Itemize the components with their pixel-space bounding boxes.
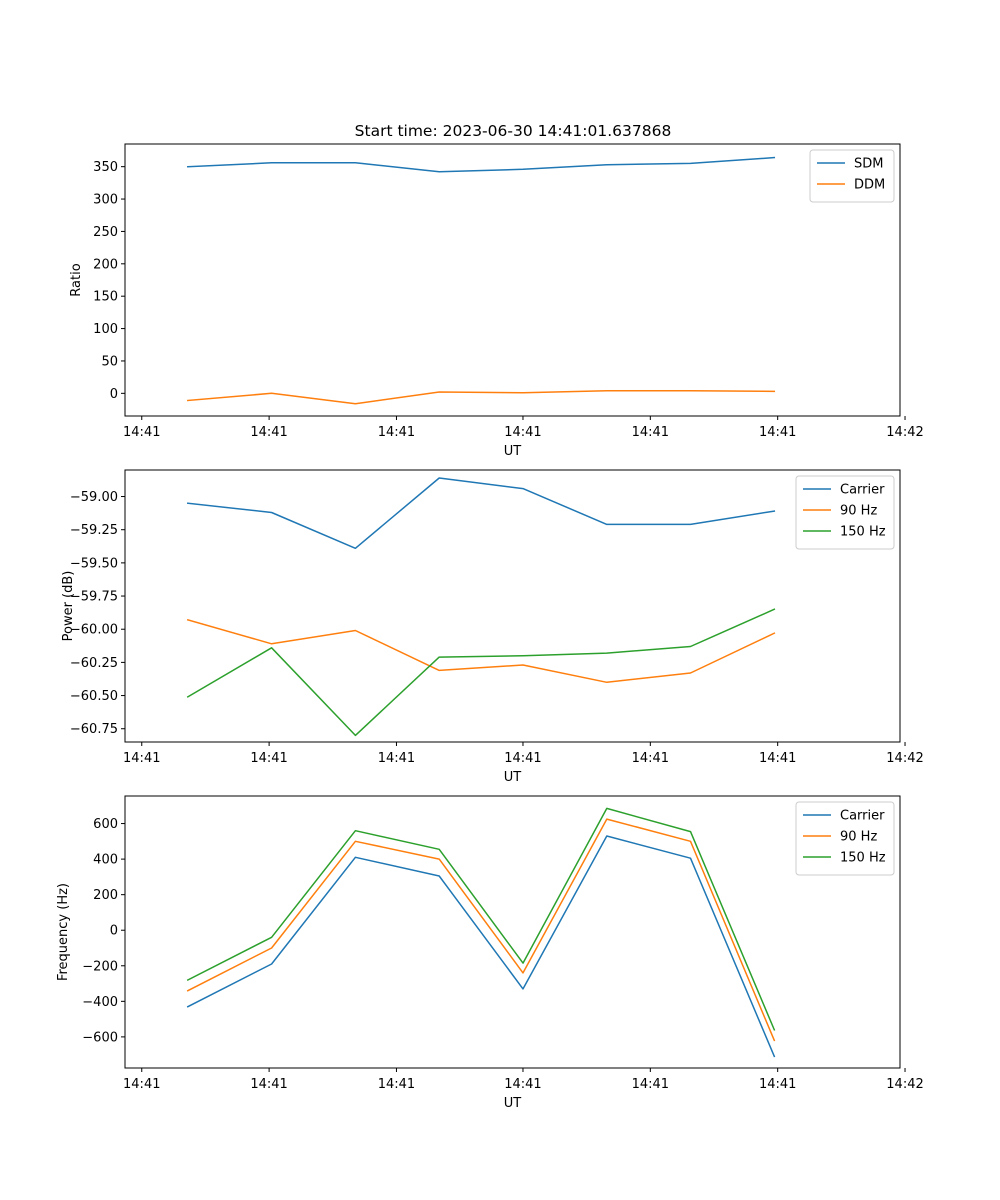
series-line-1 [186, 477, 776, 550]
series-line-3 [186, 807, 776, 1031]
x-tick-label: 14:41 [632, 425, 669, 440]
y-tick-label: −59.75 [70, 590, 118, 605]
y-tick-label: −200 [82, 959, 118, 974]
x-tick-label: 14:41 [504, 425, 541, 440]
y-tick-label: 200 [93, 888, 118, 903]
y-tick-label: −59.50 [70, 556, 118, 571]
x-tick-label: 14:41 [759, 425, 796, 440]
legend-label: SDM [854, 157, 883, 172]
y-tick-label: 300 [93, 193, 118, 208]
subplot-3: 600 400 200 0 −200 −400 −600 14:41 14:41 14:41 14:… [56, 795, 924, 1111]
y-tick-label: 100 [93, 322, 118, 337]
subplots: 0 50 100 150 200 250 300 350 14:41 14:41 14:41 14:4… [56, 143, 924, 1111]
x-tick-label: 14:41 [250, 425, 287, 440]
legend-label: DDM [854, 178, 885, 193]
y-axis-label: Power (dB) [61, 571, 76, 642]
subplot-1: 0 50 100 150 200 250 300 350 14:41 14:41 14:41 14:4… [69, 143, 924, 459]
x-tick-label: 14:42 [886, 1077, 923, 1092]
legend: SDM DDM [809, 149, 895, 203]
axes-frame [124, 795, 901, 1069]
series-line-3 [186, 608, 776, 737]
x-tick-label: 14:41 [378, 425, 415, 440]
axes-frame [124, 469, 901, 743]
series-line-2 [186, 618, 776, 684]
x-axis-label: UT [504, 1096, 522, 1111]
y-tick-label: 350 [93, 160, 118, 175]
legend: Carrier 90 Hz 150 Hz [795, 475, 895, 550]
x-tick-label: 14:41 [378, 751, 415, 766]
x-tick-label: 14:41 [504, 751, 541, 766]
y-tick-label: −59.00 [70, 490, 118, 505]
y-tick-label: 400 [93, 853, 118, 868]
x-tick-label: 14:41 [123, 425, 160, 440]
x-tick-label: 14:41 [759, 751, 796, 766]
x-tick-label: 14:41 [504, 1077, 541, 1092]
legend: Carrier 90 Hz 150 Hz [795, 801, 895, 876]
legend-label: Carrier [840, 483, 885, 498]
y-tick-label: −60.25 [70, 656, 118, 671]
series-line-2 [186, 818, 776, 1042]
legend-label: 90 Hz [840, 830, 877, 845]
y-tick-label: 150 [93, 290, 118, 305]
x-tick-label: 14:41 [759, 1077, 796, 1092]
x-tick-label: 14:41 [378, 1077, 415, 1092]
y-axis-label: Frequency (Hz) [56, 883, 71, 981]
x-tick-label: 14:42 [886, 751, 923, 766]
x-tick-label: 14:41 [632, 1077, 669, 1092]
x-axis-label: UT [504, 770, 522, 785]
legend-label: 150 Hz [840, 851, 886, 866]
y-tick-label: −60.75 [70, 722, 118, 737]
figure-title: Start time: 2023-06-30 14:41:01.637868 [355, 122, 672, 140]
y-tick-label: 200 [93, 257, 118, 272]
x-tick-label: 14:41 [123, 751, 160, 766]
axes-frame [124, 143, 901, 417]
y-tick-label: −400 [82, 995, 118, 1010]
x-tick-label: 14:42 [886, 425, 923, 440]
series-line-1 [186, 835, 776, 1058]
y-tick-label: 0 [110, 924, 118, 939]
y-tick-label: 0 [110, 387, 118, 402]
x-tick-label: 14:41 [250, 751, 287, 766]
legend-label: 90 Hz [840, 504, 877, 519]
series-line-2 [186, 389, 776, 405]
x-tick-label: 14:41 [250, 1077, 287, 1092]
y-tick-label: −59.25 [70, 523, 118, 538]
legend-label: Carrier [840, 809, 885, 824]
legend-label: 150 Hz [840, 525, 886, 540]
y-axis-label: Ratio [69, 263, 84, 296]
subplot-2: −59.00 −59.25 −59.50 −59.75 −60.00 −60.25 −60.… [61, 469, 924, 785]
y-tick-label: −600 [82, 1030, 118, 1045]
y-tick-label: 50 [101, 354, 118, 369]
y-tick-label: −60.50 [70, 689, 118, 704]
y-tick-label: 600 [93, 817, 118, 832]
series-line-1 [187, 156, 776, 173]
y-tick-label: 250 [93, 225, 118, 240]
x-tick-label: 14:41 [123, 1077, 160, 1092]
y-tick-label: −60.00 [70, 623, 118, 638]
x-tick-label: 14:41 [632, 751, 669, 766]
x-axis-label: UT [504, 444, 522, 459]
